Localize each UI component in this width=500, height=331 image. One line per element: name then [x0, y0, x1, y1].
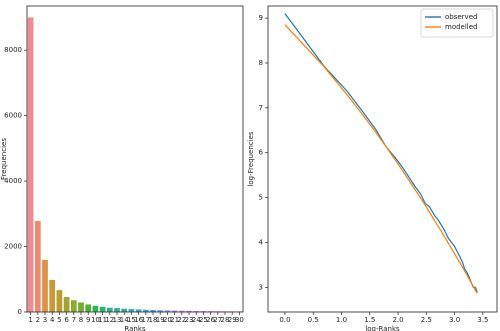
- bar: [171, 310, 178, 312]
- bar: [63, 296, 70, 312]
- x-tick-label: 3: [43, 316, 47, 324]
- bar: [200, 311, 207, 312]
- y-tick-label: 2000: [4, 243, 22, 251]
- bar: [78, 302, 84, 312]
- x-tick-label: 17: [141, 316, 150, 324]
- bar: [178, 310, 185, 312]
- x-tick-label: 23: [185, 316, 194, 324]
- x-tick-label: 24: [192, 316, 201, 324]
- x-tick-label: 25: [199, 316, 208, 324]
- x-tick-label: 1.5: [364, 316, 375, 324]
- x-tick-label: 4: [50, 316, 55, 324]
- legend-frame: [420, 8, 494, 38]
- x-tick-label: 18: [149, 316, 158, 324]
- y-tick-label: 9: [259, 14, 263, 22]
- x-tick-label: 6: [64, 316, 69, 324]
- bar: [193, 311, 200, 312]
- bar: [128, 309, 135, 312]
- x-tick-label: 26: [206, 316, 215, 324]
- y-tick-label: 4: [259, 238, 264, 246]
- x-tick-label: 3.0: [449, 316, 460, 324]
- bar: [92, 305, 99, 312]
- x-tick-label: 3.5: [477, 316, 488, 324]
- legend-label: observed: [445, 13, 477, 21]
- bar: [34, 221, 41, 312]
- bar: [99, 306, 106, 312]
- bar: [186, 310, 192, 312]
- bar: [142, 309, 149, 312]
- bar: [27, 17, 34, 312]
- axes-frame: [26, 5, 244, 313]
- x-tick-label: 13: [113, 316, 122, 324]
- y-tick-label: 4000: [4, 177, 22, 185]
- x-tick-label: 11: [98, 316, 107, 324]
- x-tick-label: 1.0: [336, 316, 347, 324]
- y-tick-label: 6: [259, 149, 264, 157]
- x-tick-label: 19: [156, 316, 165, 324]
- x-axis-label: log-Ranks: [365, 325, 400, 331]
- x-tick-label: 1: [28, 316, 32, 324]
- x-tick-label: 9: [86, 316, 90, 324]
- bar: [42, 259, 48, 312]
- x-tick-label: 27: [213, 316, 222, 324]
- y-tick-label: 7: [259, 104, 263, 112]
- x-tick-label: 30: [235, 316, 244, 324]
- y-tick-label: 6000: [4, 112, 22, 120]
- y-tick-label: 8: [259, 59, 263, 67]
- bar: [135, 309, 142, 312]
- y-axis-label: log-Frequencies: [247, 131, 255, 186]
- legend: observed modelled: [420, 8, 494, 38]
- x-tick-label: 21: [170, 316, 179, 324]
- x-tick-label: 2.0: [392, 316, 403, 324]
- bar: [150, 310, 156, 312]
- y-tick-label: 8000: [4, 46, 22, 54]
- x-tick-label: 0.0: [279, 316, 290, 324]
- x-tick-label: 10: [91, 316, 100, 324]
- bar: [207, 311, 214, 312]
- bar: [121, 308, 128, 312]
- x-tick-label: 2: [36, 316, 40, 324]
- bar: [164, 310, 171, 312]
- bar: [106, 307, 113, 312]
- bar: [70, 300, 77, 312]
- y-tick-label: 5: [259, 194, 263, 202]
- x-tick-label: 22: [177, 316, 186, 324]
- y-axis-label: Frequencies: [0, 138, 8, 180]
- x-tick-label: 7: [72, 316, 76, 324]
- x-axis-label: Ranks: [124, 325, 145, 331]
- x-tick-label: 14: [120, 316, 129, 324]
- bar: [56, 290, 63, 312]
- legend-label: modelled: [445, 23, 478, 31]
- y-tick-label: 0: [18, 308, 22, 316]
- axes-frame: [267, 5, 498, 313]
- x-tick-label: 12: [105, 316, 114, 324]
- bar: [85, 304, 92, 312]
- x-tick-label: 8: [79, 316, 83, 324]
- x-tick-label: 2.5: [421, 316, 432, 324]
- bar: [49, 279, 56, 312]
- bar: [114, 308, 120, 312]
- x-tick-label: 28: [221, 316, 230, 324]
- x-tick-label: 20: [163, 316, 172, 324]
- x-tick-label: 5: [57, 316, 61, 324]
- bar: [157, 310, 164, 312]
- x-tick-label: 15: [127, 316, 136, 324]
- y-tick-label: 3: [259, 283, 263, 291]
- line-series: [284, 24, 478, 294]
- x-tick-label: 0.5: [308, 316, 319, 324]
- x-tick-label: 16: [134, 316, 143, 324]
- x-tick-label: 29: [228, 316, 237, 324]
